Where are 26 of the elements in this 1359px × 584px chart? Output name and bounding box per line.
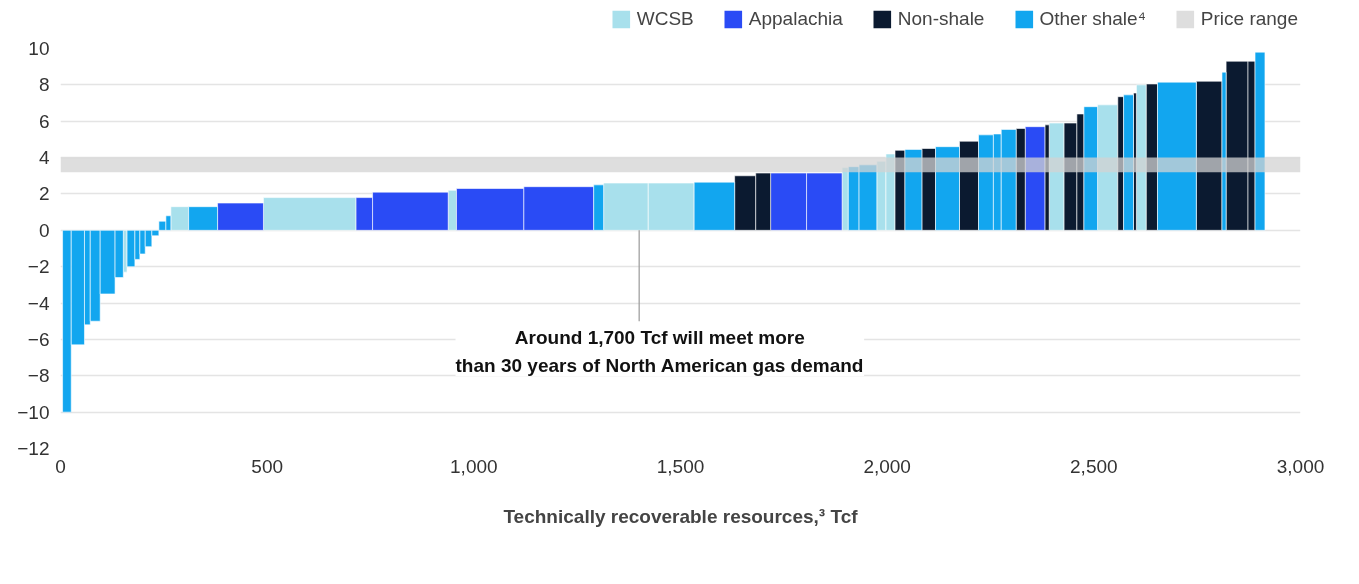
y-tick-label: −8 bbox=[27, 365, 50, 387]
y-tick-label: −12 bbox=[17, 438, 50, 459]
x-tick-label: 1,500 bbox=[656, 455, 705, 477]
y-tick-label: 8 bbox=[38, 74, 50, 96]
x-tick-label: 500 bbox=[251, 455, 284, 477]
legend-label: WCSB bbox=[636, 8, 694, 30]
x-tick-label: 2,000 bbox=[863, 455, 911, 477]
y-tick-label: −4 bbox=[27, 292, 50, 314]
y-tick-label: −6 bbox=[27, 328, 50, 350]
x-tick-label: 3,000 bbox=[1276, 455, 1325, 477]
y-tick-label: 0 bbox=[38, 219, 50, 241]
legend-label: Non-shale bbox=[897, 8, 985, 30]
y-tick-label: −2 bbox=[27, 256, 50, 278]
legend-label: Other shale⁴ bbox=[1039, 8, 1146, 30]
x-tick-label: 2,500 bbox=[1070, 455, 1118, 477]
legend-label: Appalachia bbox=[748, 8, 843, 30]
annotation: Around 1,700 Tcf will meet more than 30 years of North American gas demand bbox=[455, 326, 864, 377]
x-tick-label: 1,000 bbox=[450, 455, 498, 477]
x-tick-label: 0 bbox=[55, 455, 66, 477]
x-axis-title: Technically recoverable resources,³ Tcf bbox=[503, 505, 859, 527]
y-tick-label: 10 bbox=[28, 38, 50, 59]
y-tick-label: 6 bbox=[38, 110, 50, 132]
y-tick-label: −10 bbox=[17, 401, 50, 423]
legend-label: Price range bbox=[1200, 8, 1298, 30]
y-tick-label: 4 bbox=[38, 147, 50, 169]
y-tick-label: 2 bbox=[38, 183, 50, 205]
